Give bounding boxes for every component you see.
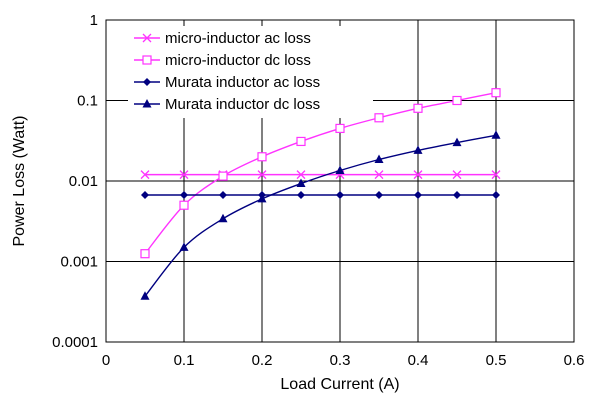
data-point [296, 178, 306, 188]
series-2 [140, 88, 501, 259]
x-axis-title: Load Current (A) [280, 376, 399, 393]
data-point [491, 88, 501, 98]
data-point [492, 191, 500, 200]
data-point [141, 191, 149, 200]
x-tick-label: 0.6 [564, 352, 585, 369]
legend-label: micro-inductor dc loss [165, 52, 311, 69]
legend-item: Murata inductor dc loss [134, 96, 320, 113]
data-point [375, 191, 383, 200]
data-point [335, 165, 345, 175]
series-3 [141, 191, 500, 200]
legend-label: Murata inductor ac loss [165, 74, 320, 91]
data-point [336, 191, 344, 200]
data-point [219, 191, 227, 200]
series-layer [140, 88, 501, 300]
data-point [140, 249, 150, 259]
data-point [296, 170, 306, 180]
data-point [218, 213, 228, 223]
series-4 [140, 130, 501, 300]
tick-labels: 0 0.1 0.2 0.3 0.4 0.5 0.6 0.0001 0.001 0.01 0.1 1 [52, 12, 584, 369]
x-tick-label: 0.2 [252, 352, 273, 369]
legend-item: Murata inductor ac loss [134, 74, 320, 91]
x-tick-label: 0.5 [486, 352, 507, 369]
data-point [374, 154, 384, 163]
data-point [414, 191, 422, 200]
data-point [179, 200, 189, 210]
legend: micro-inductor ac loss micro-inductor dc … [128, 26, 373, 118]
x-tick-label: 0.1 [174, 352, 195, 369]
data-point [257, 170, 267, 180]
legend-marker [142, 99, 152, 108]
data-point [374, 170, 384, 180]
data-point [335, 123, 345, 134]
data-point [257, 193, 267, 203]
legend-label: Murata inductor dc loss [165, 96, 320, 113]
data-point [491, 170, 501, 180]
data-point [296, 136, 306, 147]
legend-item: micro-inductor ac loss [134, 30, 311, 47]
y-axis-title: Power Loss (Watt) [11, 116, 28, 247]
y-tick-label: 0.0001 [52, 334, 98, 351]
data-point [413, 103, 423, 113]
data-point [452, 137, 462, 147]
data-point [452, 95, 462, 106]
series-line [144, 134, 497, 297]
data-point [453, 191, 461, 200]
legend-box [128, 26, 373, 118]
legend-marker [143, 78, 151, 86]
data-point [179, 242, 189, 251]
legend-marker [142, 33, 152, 43]
data-point [491, 130, 501, 139]
plot-frame [105, 19, 575, 343]
data-point [140, 170, 150, 180]
data-point [140, 291, 150, 300]
x-tick-label: 0 [102, 352, 110, 369]
legend-item: micro-inductor dc loss [134, 52, 311, 69]
x-tick-label: 0.4 [408, 352, 429, 369]
y-tick-label: 1 [90, 12, 98, 29]
data-point [452, 170, 462, 180]
data-point [413, 170, 423, 180]
y-tick-label: 0.01 [69, 173, 98, 190]
data-point [374, 113, 384, 123]
legend-marker [142, 55, 152, 65]
data-point [218, 171, 228, 181]
y-tick-label: 0.001 [60, 254, 98, 271]
series-line [144, 92, 497, 255]
data-point [257, 152, 267, 162]
y-tick-label: 0.1 [77, 93, 98, 110]
data-point [297, 191, 305, 200]
x-tick-label: 0.3 [330, 352, 351, 369]
data-point [413, 145, 423, 154]
data-point [180, 191, 188, 200]
data-point [179, 170, 189, 180]
legend-label: micro-inductor ac loss [165, 30, 311, 47]
